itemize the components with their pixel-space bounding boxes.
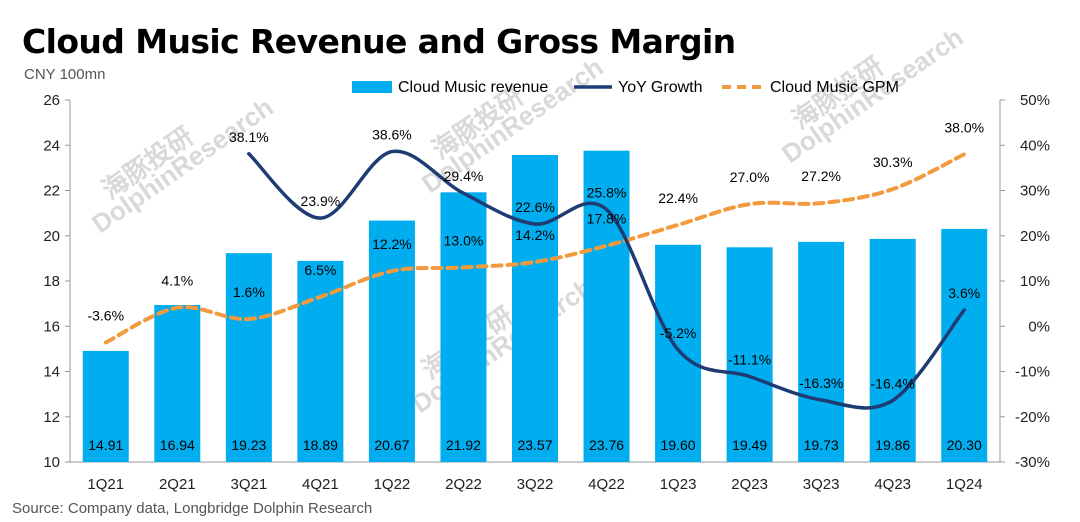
- revenue-bar-label: 18.89: [303, 437, 338, 453]
- yoy-data-label: 25.8%: [587, 185, 627, 201]
- gpm-data-label: 27.2%: [801, 168, 841, 184]
- revenue-bar: [82, 350, 129, 462]
- gpm-data-label: 13.0%: [444, 232, 484, 248]
- gpm-data-label: 14.2%: [515, 227, 555, 243]
- revenue-bar-label: 23.76: [589, 437, 624, 453]
- yoy-data-label: 23.9%: [301, 193, 341, 209]
- revenue-bar-label: 19.49: [732, 437, 767, 453]
- y-left-tick-label: 16: [43, 318, 60, 335]
- y-left-tick-label: 20: [43, 228, 60, 245]
- revenue-bar: [297, 260, 344, 462]
- gpm-data-label: -3.6%: [87, 308, 124, 324]
- yoy-data-label: 38.6%: [372, 127, 412, 143]
- revenue-bar: [512, 154, 558, 462]
- y-right-tick-label: 0%: [1028, 318, 1050, 335]
- yoy-growth-line: [247, 149, 966, 410]
- y-right-tick-label: 20%: [1020, 228, 1050, 245]
- x-tick-label: 2Q23: [731, 476, 768, 493]
- y-left-tick-label: 10: [43, 454, 60, 471]
- revenue-bar-label: 23.57: [517, 437, 552, 453]
- revenue-bar-label: 14.91: [88, 437, 123, 453]
- y-left-tick-label: 18: [43, 273, 60, 290]
- x-tick-label: 3Q21: [230, 476, 267, 493]
- revenue-bar: [368, 220, 415, 462]
- gpm-data-label: 30.3%: [873, 154, 913, 170]
- x-tick-label: 3Q22: [517, 476, 554, 493]
- x-tick-label: 4Q21: [302, 476, 339, 493]
- revenue-bar-label: 16.94: [160, 437, 195, 453]
- y-right-tick-label: 30%: [1020, 183, 1050, 200]
- yoy-data-label: -5.2%: [660, 325, 697, 341]
- y-right-tick-label: -30%: [1015, 454, 1050, 471]
- gpm-data-label: 27.0%: [730, 169, 770, 185]
- revenue-bar-label: 20.67: [374, 437, 409, 453]
- revenue-bar-label: 19.23: [231, 437, 266, 453]
- x-tick-label: 1Q24: [946, 476, 983, 493]
- x-tick-label: 2Q22: [445, 476, 482, 493]
- revenue-bar: [225, 253, 272, 462]
- y-left-tick-label: 22: [43, 183, 60, 200]
- x-tick-label: 1Q21: [87, 476, 124, 493]
- gpm-data-label: 1.6%: [233, 284, 265, 300]
- unit-label: CNY 100mn: [24, 66, 106, 83]
- y-left-tick-label: 24: [43, 137, 60, 154]
- gpm-data-label: 17.8%: [587, 211, 627, 227]
- y-right-tick-label: -20%: [1015, 409, 1050, 426]
- revenue-bar-label: 19.86: [875, 437, 910, 453]
- watermark-en: DolphinResearch: [406, 272, 598, 419]
- x-tick-label: 1Q22: [374, 476, 411, 493]
- revenue-bar: [726, 247, 773, 462]
- gpm-data-label: 22.4%: [658, 190, 698, 206]
- revenue-bar: [869, 238, 916, 462]
- revenue-bar: [655, 244, 702, 462]
- gpm-data-label: 38.0%: [944, 119, 984, 135]
- gpm-data-label: 12.2%: [372, 236, 412, 252]
- x-tick-label: 4Q22: [588, 476, 625, 493]
- gpm-data-label: 4.1%: [161, 273, 193, 289]
- revenue-bar-label: 19.60: [661, 437, 696, 453]
- yoy-data-label: -16.4%: [871, 375, 915, 391]
- revenue-bar: [440, 192, 487, 462]
- gpm-data-label: 6.5%: [304, 262, 336, 278]
- legend-label-yoy: YoY Growth: [618, 79, 703, 96]
- revenue-bar-label: 21.92: [446, 437, 481, 453]
- watermark-en: DolphinResearch: [86, 92, 278, 239]
- yoy-data-label: 38.1%: [229, 129, 269, 145]
- legend-swatch-revenue: [352, 81, 392, 93]
- legend-label-gpm: Cloud Music GPM: [770, 79, 899, 96]
- chart-title: Cloud Music Revenue and Gross Margin: [22, 22, 736, 61]
- y-left-tick-label: 14: [43, 364, 60, 381]
- x-tick-label: 4Q23: [874, 476, 911, 493]
- revenue-bar: [941, 228, 988, 462]
- gpm-line: [103, 152, 967, 345]
- y-left-tick-label: 12: [43, 409, 60, 426]
- yoy-data-label: 29.4%: [444, 168, 484, 184]
- yoy-data-label: -11.1%: [728, 351, 771, 367]
- y-right-tick-label: -10%: [1015, 364, 1050, 381]
- revenue-bar-label: 20.30: [947, 437, 982, 453]
- revenue-bar-label: 19.73: [804, 437, 839, 453]
- x-tick-label: 1Q23: [660, 476, 697, 493]
- y-left-tick-label: 26: [43, 92, 60, 109]
- legend-label-revenue: Cloud Music revenue: [398, 79, 548, 96]
- revenue-bar: [154, 304, 201, 462]
- yoy-data-label: 3.6%: [948, 285, 980, 301]
- yoy-data-label: -16.3%: [799, 375, 843, 391]
- y-right-tick-label: 10%: [1020, 273, 1050, 290]
- y-right-tick-label: 50%: [1020, 92, 1050, 109]
- x-tick-label: 3Q23: [803, 476, 840, 493]
- x-tick-label: 2Q21: [159, 476, 196, 493]
- y-right-tick-label: 40%: [1020, 137, 1050, 154]
- revenue-bar: [798, 241, 845, 462]
- yoy-data-label: 22.6%: [515, 199, 555, 215]
- source-note: Source: Company data, Longbridge Dolphin…: [12, 500, 373, 517]
